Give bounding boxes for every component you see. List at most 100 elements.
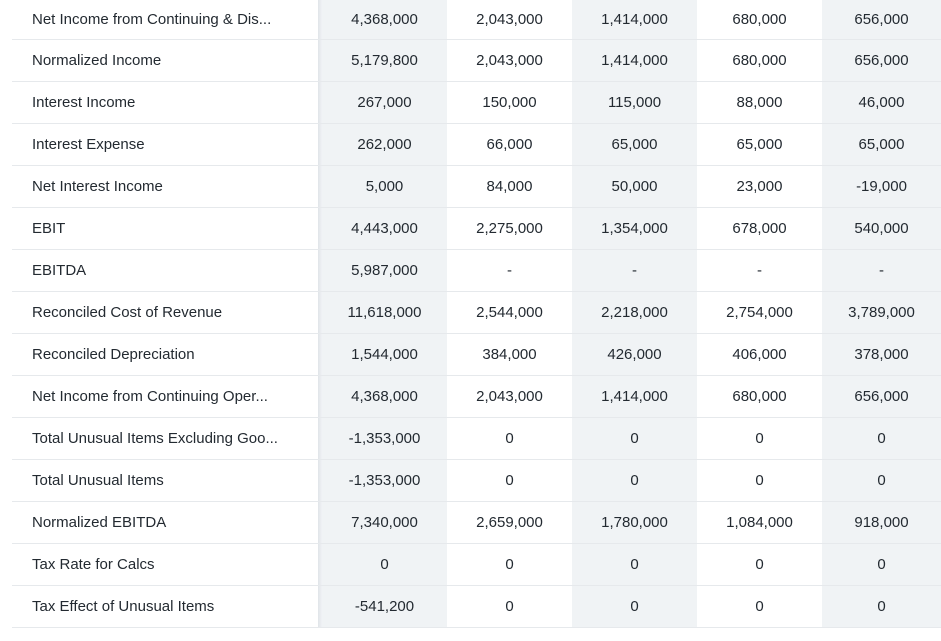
row-label[interactable]: Tax Rate for Calcs — [32, 556, 155, 573]
table-row: Interest Income 267,000 150,000 115,000 88,0… — [12, 82, 941, 124]
table-row: Reconciled Cost of Revenue 11,618,000 2,54… — [12, 292, 941, 334]
value-cell: 46,000 — [822, 82, 941, 123]
value-cell: - — [822, 250, 941, 291]
value-cell: 2,544,000 — [476, 304, 543, 321]
value-cell: 384,000 — [482, 346, 537, 363]
value-cell: 678,000 — [732, 220, 787, 237]
value-cell: 0 — [755, 472, 764, 489]
value-cell: 2,043,000 — [476, 52, 543, 69]
value-cell: 50,000 — [572, 166, 697, 207]
table-row: Total Unusual Items Excluding Goo... -1,3… — [12, 418, 941, 460]
value-cell: 1,354,000 — [572, 208, 697, 249]
value-cell: 7,340,000 — [322, 502, 447, 543]
value-cell: 656,000 — [822, 0, 941, 39]
value-cell: 918,000 — [822, 502, 941, 543]
value-cell: 2,043,000 — [476, 11, 543, 28]
value-cell: 4,368,000 — [322, 376, 447, 417]
value-cell: 115,000 — [572, 82, 697, 123]
row-label[interactable]: EBITDA — [32, 262, 87, 279]
value-cell: 2,043,000 — [476, 388, 543, 405]
value-cell: 0 — [755, 430, 764, 447]
value-cell: 406,000 — [732, 346, 787, 363]
value-cell: 4,443,000 — [322, 208, 447, 249]
value-cell: 2,659,000 — [476, 514, 543, 531]
value-cell: 0 — [505, 472, 514, 489]
column-divider — [318, 376, 322, 417]
value-cell: 426,000 — [572, 334, 697, 375]
value-cell: - — [757, 262, 762, 279]
column-divider — [318, 586, 322, 627]
value-cell: 0 — [572, 418, 697, 459]
row-label[interactable]: Interest Income — [32, 94, 136, 111]
value-cell: 23,000 — [736, 178, 783, 195]
value-cell: - — [572, 250, 697, 291]
row-label[interactable]: Tax Effect of Unusual Items — [32, 598, 215, 615]
value-cell: 262,000 — [322, 124, 447, 165]
value-cell: 2,218,000 — [572, 292, 697, 333]
value-cell: 65,000 — [822, 124, 941, 165]
value-cell: 0 — [572, 460, 697, 501]
table-row: EBIT 4,443,000 2,275,000 1,354,000 678,000 54… — [12, 208, 941, 250]
value-cell: 5,000 — [322, 166, 447, 207]
value-cell: 1,414,000 — [572, 40, 697, 81]
row-label[interactable]: Interest Expense — [32, 136, 145, 153]
value-cell: 1,544,000 — [322, 334, 447, 375]
row-label[interactable]: Total Unusual Items — [32, 472, 164, 489]
column-divider — [318, 544, 322, 585]
row-label[interactable]: Reconciled Depreciation — [32, 346, 195, 363]
value-cell: 66,000 — [486, 136, 533, 153]
column-divider — [318, 208, 322, 249]
row-label[interactable]: Normalized EBITDA — [32, 514, 167, 531]
column-divider — [318, 418, 322, 459]
value-cell: 0 — [822, 460, 941, 501]
value-cell: 1,780,000 — [572, 502, 697, 543]
row-label[interactable]: Normalized Income — [32, 52, 162, 69]
column-divider — [318, 124, 322, 165]
value-cell: 378,000 — [822, 334, 941, 375]
row-label[interactable]: Net Interest Income — [32, 178, 163, 195]
value-cell: 150,000 — [482, 94, 537, 111]
table-row: Tax Effect of Unusual Items -541,200 0 0 0 0 — [12, 586, 941, 628]
value-cell: 656,000 — [822, 376, 941, 417]
value-cell: 84,000 — [486, 178, 533, 195]
value-cell: -19,000 — [822, 166, 941, 207]
row-label[interactable]: Total Unusual Items Excluding Goo... — [32, 430, 278, 447]
value-cell: 0 — [822, 586, 941, 627]
value-cell: 0 — [505, 598, 514, 615]
row-label[interactable]: Reconciled Cost of Revenue — [32, 304, 223, 321]
value-cell: 1,414,000 — [572, 0, 697, 39]
value-cell: - — [507, 262, 512, 279]
column-divider — [318, 82, 322, 123]
column-divider — [318, 40, 322, 81]
row-label[interactable]: EBIT — [32, 220, 66, 237]
value-cell: 680,000 — [732, 388, 787, 405]
value-cell: 0 — [505, 430, 514, 447]
value-cell: 0 — [822, 544, 941, 585]
value-cell: 2,275,000 — [476, 220, 543, 237]
value-cell: 2,754,000 — [726, 304, 793, 321]
table-row: Interest Expense 262,000 66,000 65,000 65,00… — [12, 124, 941, 166]
column-divider — [318, 250, 322, 291]
column-divider — [318, 0, 322, 39]
value-cell: 0 — [822, 418, 941, 459]
column-divider — [318, 460, 322, 501]
value-cell: 88,000 — [736, 94, 783, 111]
table-row: Tax Rate for Calcs 0 0 0 0 0 — [12, 544, 941, 586]
table-row: Net Interest Income 5,000 84,000 50,000 23,0… — [12, 166, 941, 208]
value-cell: -1,353,000 — [322, 418, 447, 459]
column-divider — [318, 166, 322, 207]
value-cell: 0 — [505, 556, 514, 573]
value-cell: 5,987,000 — [322, 250, 447, 291]
table-row: Net Income from Continuing & Dis... 4,368… — [12, 0, 941, 40]
value-cell: 1,084,000 — [726, 514, 793, 531]
value-cell: 1,414,000 — [572, 376, 697, 417]
value-cell: 0 — [755, 556, 764, 573]
row-label[interactable]: Net Income from Continuing & Dis... — [32, 11, 272, 28]
table-row: Total Unusual Items -1,353,000 0 0 0 0 — [12, 460, 941, 502]
column-divider — [318, 292, 322, 333]
row-label[interactable]: Net Income from Continuing Oper... — [32, 388, 268, 405]
table-row: EBITDA 5,987,000 - - - - — [12, 250, 941, 292]
column-divider — [318, 502, 322, 543]
value-cell: 4,368,000 — [322, 0, 447, 39]
value-cell: 267,000 — [322, 82, 447, 123]
